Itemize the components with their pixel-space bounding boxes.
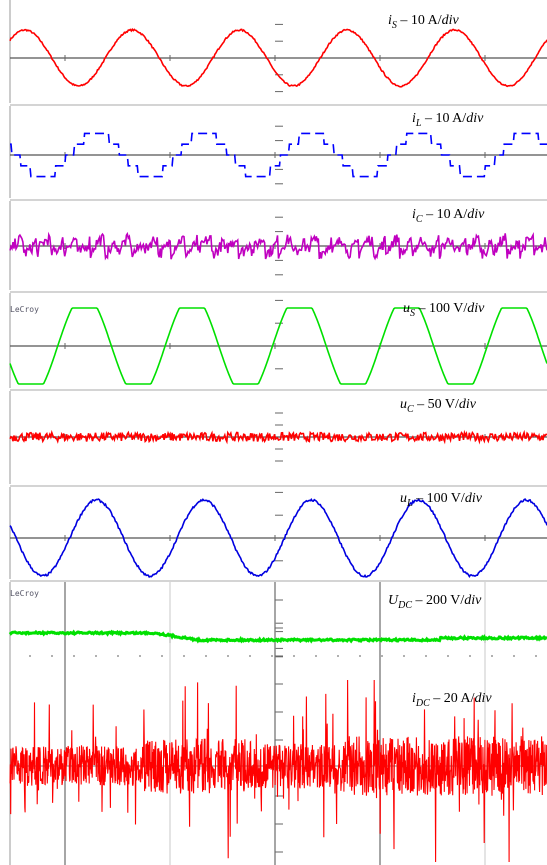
trace-label-iC: iC – 10 A/div	[412, 207, 485, 225]
bottom-dot	[183, 655, 185, 657]
bottom-dot	[205, 655, 207, 657]
bottom-dot	[535, 655, 537, 657]
bottom-dot	[315, 655, 317, 657]
trace-uC	[9, 429, 547, 445]
trace-uL	[9, 497, 547, 579]
bottom-dot	[161, 655, 163, 657]
trace-label-UDC: UDC – 200 V/div	[388, 593, 482, 611]
bottom-dot	[513, 655, 515, 657]
trace-iS	[9, 27, 547, 88]
trace-uS	[9, 307, 547, 385]
trace-iC	[9, 231, 547, 261]
bottom-dot	[249, 655, 251, 657]
bottom-dot	[271, 655, 273, 657]
bottom-dot	[95, 655, 97, 657]
scope-tag-top: LeCroy	[10, 305, 39, 314]
bottom-dot	[491, 655, 493, 657]
bottom-dot	[425, 655, 427, 657]
bottom-dot	[447, 655, 449, 657]
bottom-dot	[337, 655, 339, 657]
bottom-dot	[73, 655, 75, 657]
trace-label-iL: iL – 10 A/div	[412, 111, 484, 129]
bottom-dot	[359, 655, 361, 657]
trace-UDC	[8, 629, 547, 644]
scope-tag-bottom: LeCroy	[10, 589, 39, 598]
trace-label-iDC: iDC – 20 A/div	[412, 691, 492, 709]
trace-iDC	[9, 679, 547, 863]
trace-iL	[10, 132, 547, 178]
bottom-dot	[381, 655, 383, 657]
trace-label-uS: uS – 100 V/div	[403, 301, 485, 319]
bottom-dot	[139, 655, 141, 657]
trace-label-uC: uC – 50 V/div	[400, 397, 477, 415]
bottom-dot	[293, 655, 295, 657]
bottom-dot	[117, 655, 119, 657]
bottom-dot	[51, 655, 53, 657]
bottom-dot	[227, 655, 229, 657]
bottom-dot	[29, 655, 31, 657]
bottom-dot	[403, 655, 405, 657]
trace-label-uL: uL – 100 V/div	[400, 491, 483, 509]
bottom-dot	[469, 655, 471, 657]
trace-label-iS: iS – 10 A/div	[388, 13, 460, 31]
